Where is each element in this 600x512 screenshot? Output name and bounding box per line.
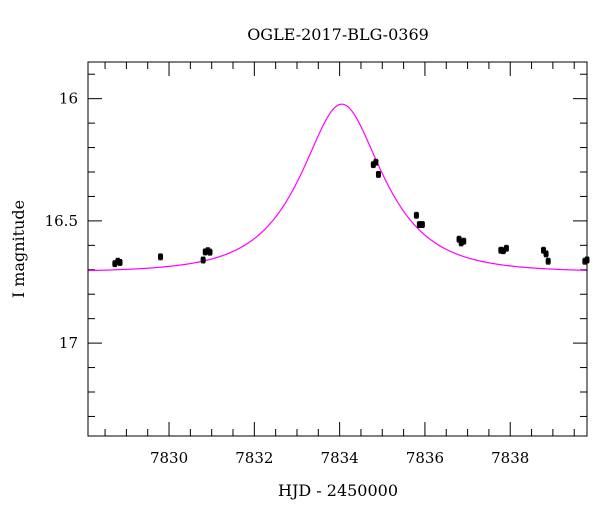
x-tick-label: 7830 [150, 449, 188, 467]
tick-labels: 7830 7832 7834 7836 7838 16 16.5 17 [45, 90, 530, 467]
data-point [461, 237, 467, 245]
data-point [200, 256, 206, 264]
data-point [419, 221, 425, 228]
data-point [413, 211, 419, 219]
plot-frame [87, 61, 588, 437]
data-point [503, 244, 509, 252]
x-tick-label: 7836 [406, 449, 444, 467]
data-point [158, 253, 164, 261]
data-point [373, 158, 379, 166]
x-tick-label: 7834 [321, 449, 359, 467]
data-point [117, 259, 123, 266]
data-point [207, 248, 213, 256]
y-tick-label: 16.5 [45, 212, 78, 230]
model-curve [88, 103, 587, 272]
data-point [543, 250, 549, 258]
x-tick-label: 7832 [235, 449, 273, 467]
y-tick-label: 17 [59, 334, 78, 352]
x-axis-label: HJD - 2450000 [278, 481, 398, 500]
axis-ticks [88, 62, 587, 436]
x-tick-label: 7838 [491, 449, 529, 467]
model-curve-layer [88, 103, 587, 272]
data-points-layer [112, 158, 590, 268]
data-point [375, 171, 381, 178]
y-tick-label: 16 [59, 90, 78, 108]
y-axis-label: I magnitude [9, 200, 28, 298]
chart-title: OGLE-2017-BLG-0369 [247, 25, 429, 44]
data-point [545, 257, 551, 265]
